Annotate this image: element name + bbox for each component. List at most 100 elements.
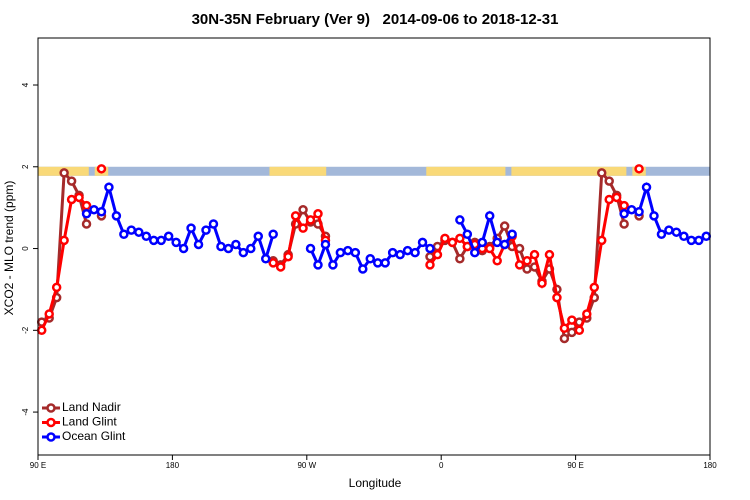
data-point [552,292,562,303]
data-point [686,235,697,246]
data-point [596,168,607,178]
y-tick-label: 0 [21,246,30,251]
data-point [268,229,278,239]
data-point [484,211,495,221]
data-point [559,333,570,344]
data-point [343,245,353,256]
data-point [119,229,129,239]
data-point [701,231,712,242]
x-tick-label: 180 [166,461,180,470]
data-point [328,260,338,270]
data-point [522,264,532,274]
data-point [455,215,465,225]
data-point [246,243,256,254]
data-point [96,164,107,174]
data-point [402,245,413,256]
data-point [305,215,316,225]
land-segment [511,166,627,176]
data-point [134,227,144,237]
legend-label: Land Glint [62,415,117,429]
data-point [626,204,637,215]
data-point [238,247,249,258]
data-point [589,282,600,293]
data-point [283,251,293,262]
data-point [544,249,555,260]
data-point [484,243,495,254]
legend-label: Ocean Glint [62,429,126,443]
data-point [320,239,331,250]
legend-marker [46,432,56,442]
data-point [582,309,592,319]
data-point [410,247,420,258]
data-point [604,194,614,205]
data-point [74,192,84,203]
data-point [567,315,577,325]
data-point [298,204,308,215]
y-axis-label: XCO2 - MLO trend (ppm) [2,181,16,316]
data-point [66,194,77,205]
data-point [522,256,532,266]
data-point [477,237,488,248]
data-point [679,231,689,242]
data-point [156,235,166,246]
ocean-strip [38,166,710,176]
x-tick-label: 90 W [297,461,316,470]
data-point [305,243,316,254]
data-point [358,264,368,274]
data-point [574,325,585,336]
y-tick-label: 4 [21,82,30,87]
legend-marker [46,417,56,428]
data-point [604,176,614,186]
data-point [387,247,398,258]
data-point [163,231,174,242]
data-point [104,182,114,192]
data-point [313,209,323,219]
data-point [223,243,234,254]
data-point [537,278,547,289]
data-point [417,237,428,248]
data-point [66,176,77,186]
y-tick-label: 2 [21,164,30,169]
data-point [664,225,674,235]
data-point [36,325,47,336]
data-point [507,229,517,239]
data-point [380,258,390,268]
x-tick-label: 0 [439,461,444,470]
land-segment [426,166,506,176]
data-point [89,204,99,215]
data-point [313,260,323,270]
data-point [395,249,405,260]
legend-marker [46,403,56,413]
data-point [96,207,107,217]
data-point [126,225,137,235]
data-point [51,282,62,293]
data-point [596,235,607,246]
data-point [559,323,570,334]
data-point [462,229,473,239]
data-point [432,249,443,260]
data-point [260,254,271,264]
data-point [611,192,622,203]
x-tick-label: 90 E [30,461,46,470]
data-point [193,239,204,250]
data-point [619,219,629,229]
data-point [290,211,301,221]
data-point [641,182,652,192]
x-axis-label: Longitude [349,476,402,490]
data-point [141,231,152,242]
data-point [567,327,577,338]
data-point [499,221,510,231]
data-point [619,209,629,219]
data-point [216,241,226,252]
data-point [499,239,510,250]
x-tick-label: 180 [703,461,717,470]
data-point [694,235,704,246]
data-point [447,237,458,248]
data-point [81,209,92,219]
data-point [350,247,361,258]
data-point [51,292,62,303]
data-point [335,247,346,258]
data-point [656,229,667,239]
data-point [634,164,644,174]
